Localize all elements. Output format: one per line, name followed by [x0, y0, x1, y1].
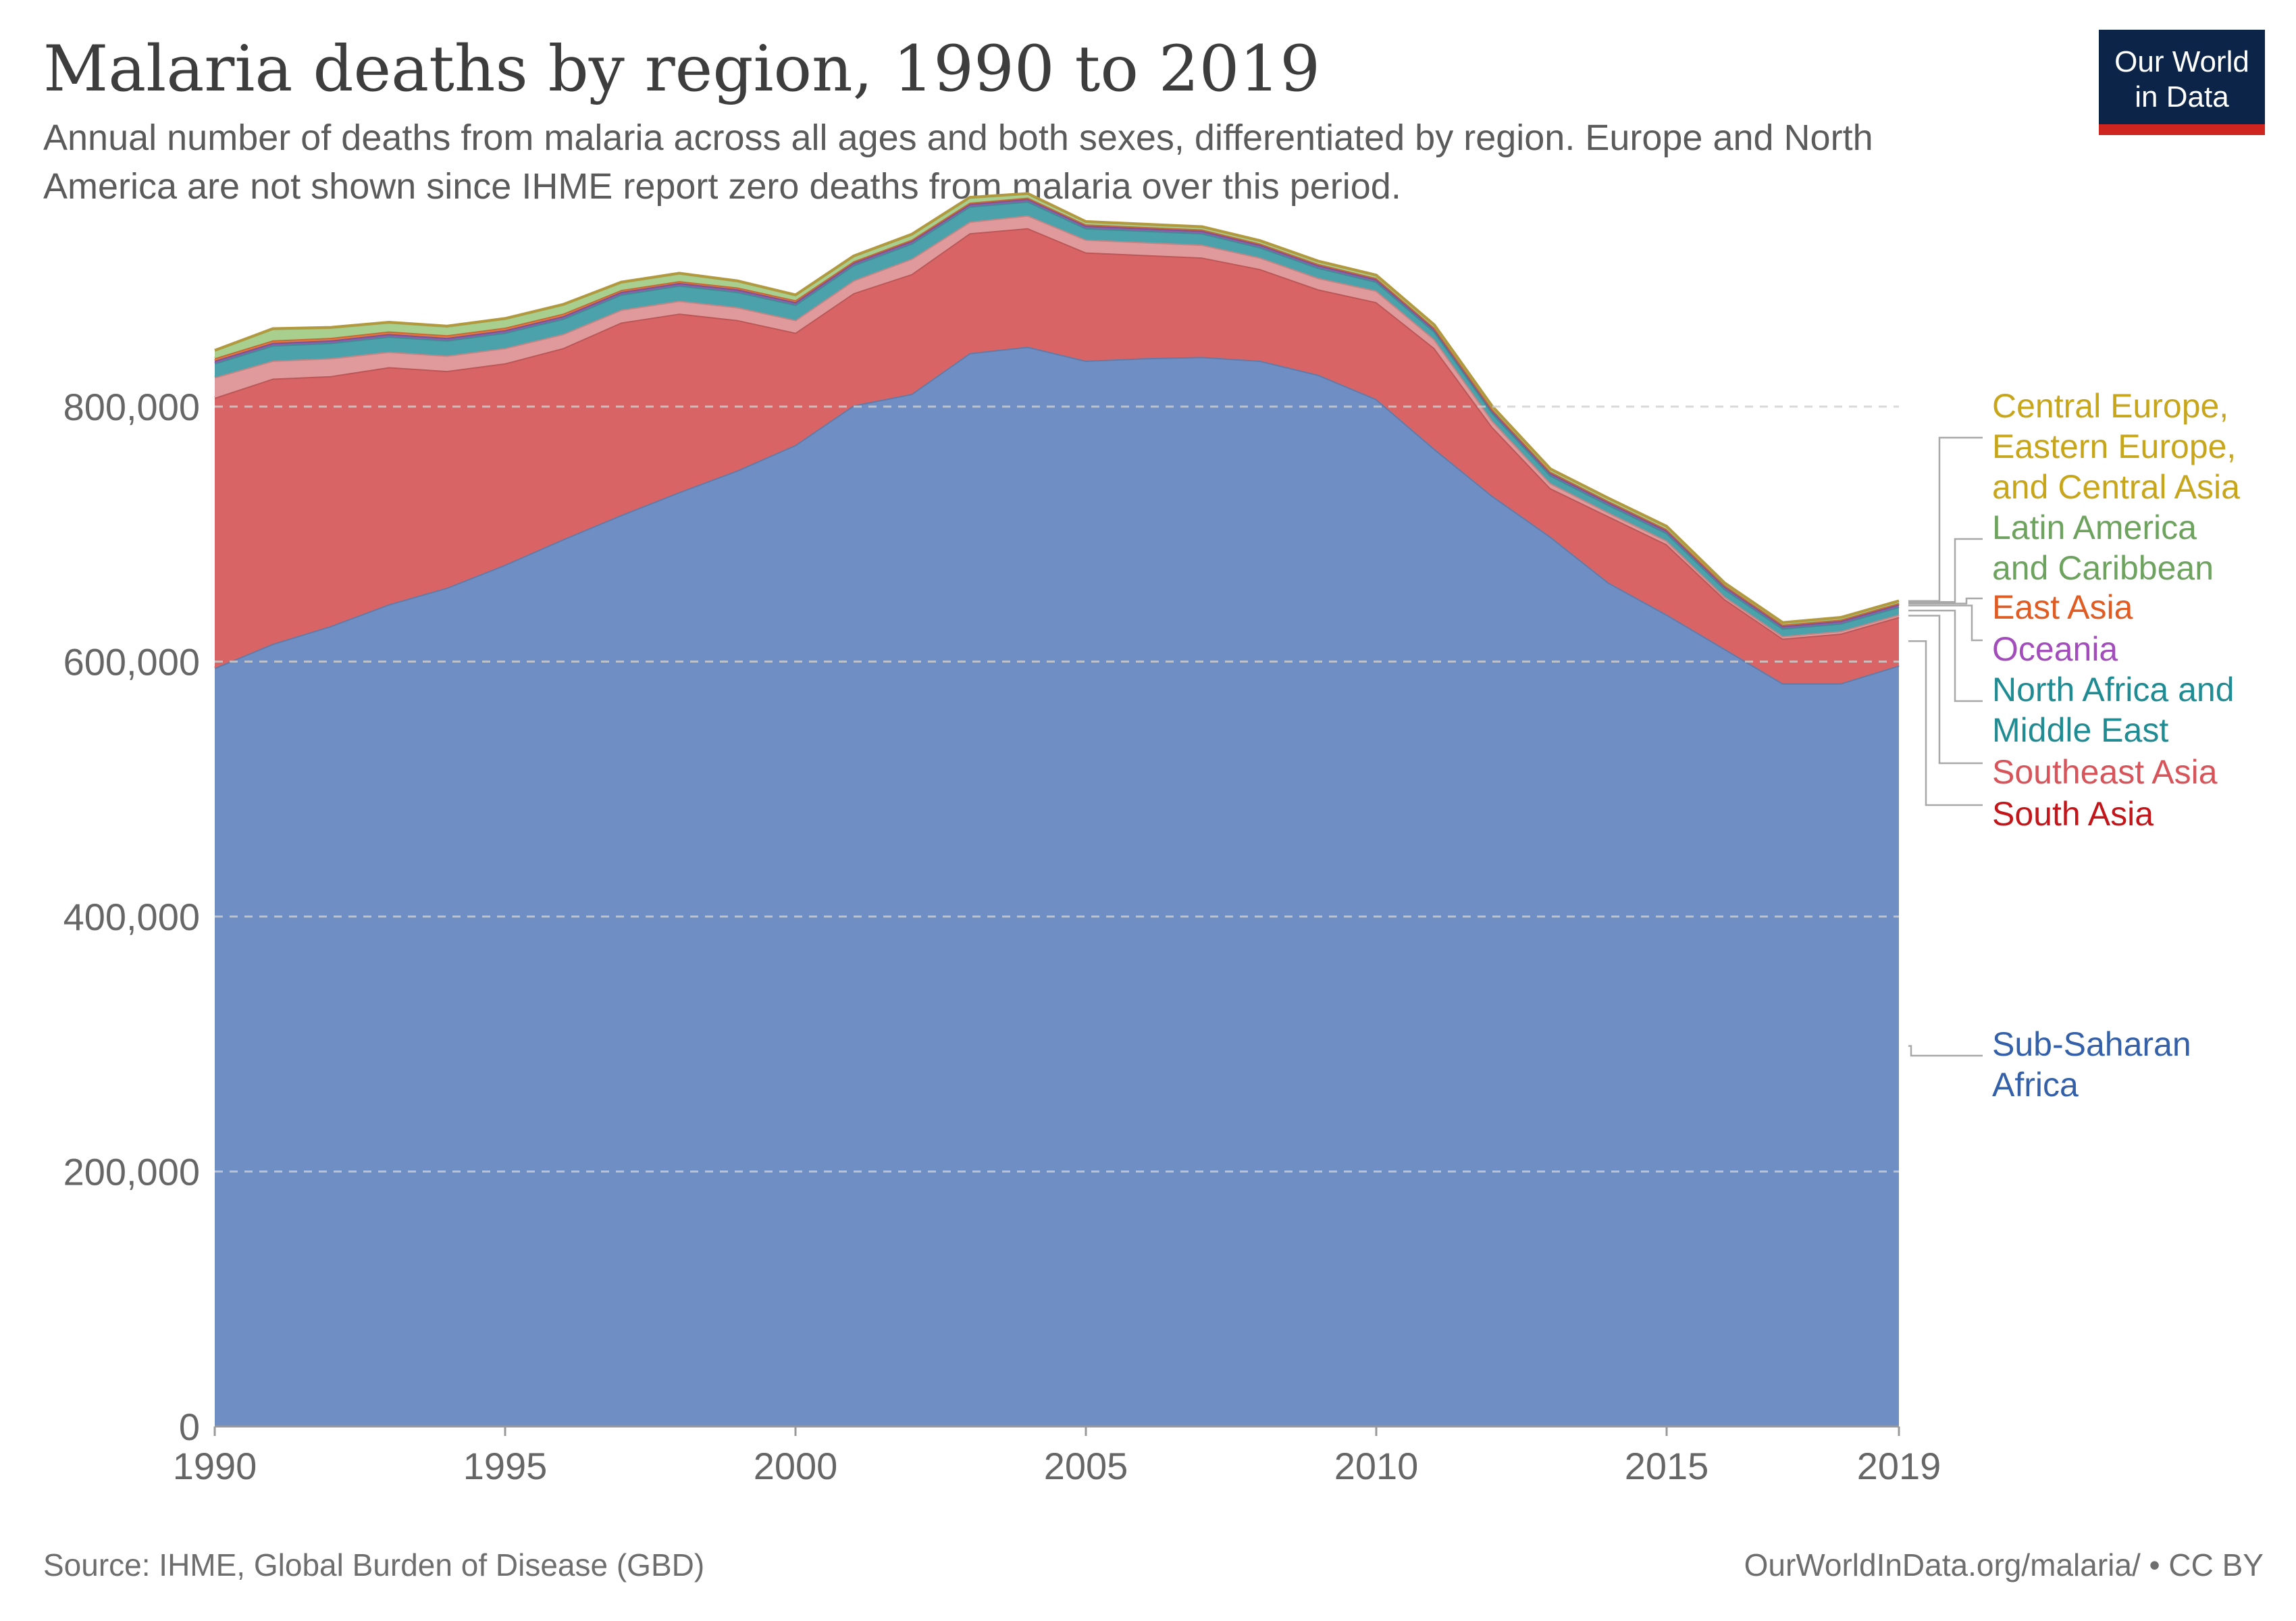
- legend-label-line: and Caribbean: [1992, 549, 2214, 587]
- legend-label-sub-saharan-africa[interactable]: Sub-Saharan Africa: [1992, 1025, 2191, 1104]
- legend-label-north-africa-and-middle-east[interactable]: North Africa and Middle East: [1992, 671, 2235, 749]
- legend-label-line: Central Europe,: [1992, 387, 2228, 425]
- legend-label-southeast-asia[interactable]: Southeast Asia: [1992, 753, 2218, 791]
- area-sub-saharan-africa[interactable]: [215, 346, 1899, 1426]
- credit-link[interactable]: OurWorldInData.org/malaria/ • CC BY: [1744, 1547, 2264, 1583]
- legend-label-line: Oceania: [1992, 630, 2118, 668]
- y-tick-label: 600,000: [63, 641, 200, 684]
- legend-label-central-europe-eastern-europe-and-central-asia[interactable]: Central Europe, Eastern Europe, and Centra…: [1992, 387, 2240, 506]
- legend-label-line: Middle East: [1992, 711, 2168, 749]
- legend-leader-line: [1908, 640, 1983, 806]
- x-tick-label: 1995: [463, 1445, 548, 1487]
- y-tick-label: 200,000: [63, 1151, 200, 1193]
- y-tick-label: 0: [179, 1406, 200, 1448]
- legend-label-line: and Central Asia: [1992, 468, 2240, 506]
- legend-label-line: Southeast Asia: [1992, 753, 2218, 791]
- logo-line-1: Our World: [2114, 45, 2249, 78]
- legend-label-line: Africa: [1992, 1066, 2079, 1104]
- legend-leader-line: [1908, 1045, 1983, 1057]
- source-note: Source: IHME, Global Burden of Disease (…: [43, 1547, 705, 1583]
- legend-label-line: East Asia: [1992, 588, 2133, 626]
- area-edge-central-europe-eastern-europe-and-central-asia: [214, 192, 1900, 624]
- x-tick-label: 2015: [1625, 1445, 1709, 1487]
- legend-leader-line: [1908, 609, 1983, 702]
- legend-leader-line: [1908, 604, 1983, 642]
- legend-label-line: Latin America: [1992, 509, 2197, 546]
- x-tick-label: 2019: [1857, 1445, 1941, 1487]
- owid-logo[interactable]: Our World in Data: [2099, 30, 2265, 135]
- legend-label-east-asia[interactable]: East Asia: [1992, 588, 2133, 626]
- area-edge-sub-saharan-africa: [214, 345, 1900, 685]
- legend-leader-line: [1908, 436, 1983, 602]
- legend-label-latin-america-and-caribbean[interactable]: Latin America and Caribbean: [1992, 509, 2214, 587]
- logo-line-2: in Data: [2135, 80, 2229, 113]
- stacked-area-chart: 0 200,000 400,000 600,000 800,000 1990 1995 200…: [63, 192, 2240, 1487]
- x-tick-label: 1990: [173, 1445, 257, 1487]
- x-tick-label: 2000: [754, 1445, 838, 1487]
- legend-label-line: Sub-Saharan: [1992, 1025, 2191, 1063]
- legend-leader-line: [1908, 597, 1983, 604]
- y-tick-label: 800,000: [63, 386, 200, 428]
- legend-label-oceania[interactable]: Oceania: [1992, 630, 2118, 668]
- x-tick-label: 2010: [1334, 1445, 1419, 1487]
- legend-label-south-asia[interactable]: South Asia: [1992, 795, 2154, 833]
- legend-leader-line: [1908, 538, 1983, 603]
- legend-leader-line: [1908, 615, 1983, 765]
- legend-label-line: South Asia: [1992, 795, 2154, 833]
- chart-title: Malaria deaths by region, 1990 to 2019: [43, 32, 1321, 106]
- area-south-asia[interactable]: [215, 228, 1899, 684]
- area-edge-south-asia: [214, 226, 1900, 640]
- y-tick-label: 400,000: [63, 896, 200, 938]
- legend-label-line: Eastern Europe,: [1992, 428, 2236, 465]
- legend-label-line: North Africa and: [1992, 671, 2235, 709]
- x-tick-label: 2005: [1044, 1445, 1128, 1487]
- chart-subtitle: Annual number of deaths from malaria acr…: [43, 118, 1873, 207]
